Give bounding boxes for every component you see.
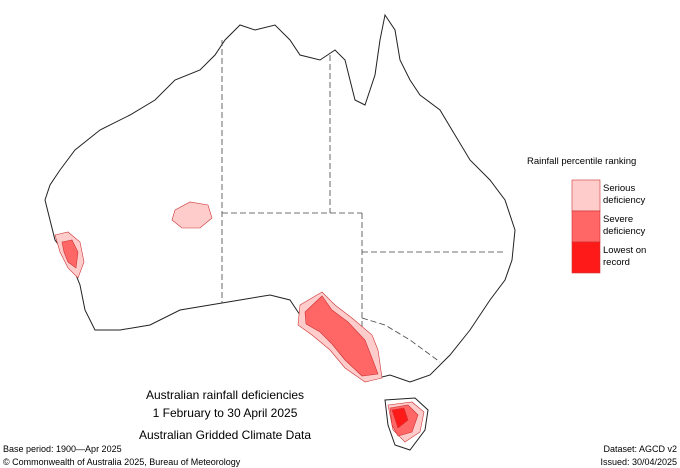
caption: Australian rainfall deficiencies <box>145 388 305 402</box>
legend-swatch <box>571 179 601 212</box>
copyright: © Commonwealth of Australia 2025, Bureau… <box>3 457 241 467</box>
deficiency-area <box>61 239 79 269</box>
legend-label: Lowest on record <box>603 245 647 268</box>
legend-label: Serious deficiency <box>603 183 646 206</box>
legend-label: Severe deficiency <box>603 214 646 237</box>
legend-swatch <box>571 241 601 274</box>
dataset: Dataset: AGCD v2 <box>603 444 677 454</box>
state-border <box>361 317 441 363</box>
deficiency-area <box>391 407 409 429</box>
mainland-outline <box>44 13 516 383</box>
issued: Issued: 30/04/2025 <box>600 457 677 467</box>
deficiency-area <box>304 295 379 377</box>
deficiency-area <box>171 201 213 229</box>
legend-title: Rainfall percentile ranking <box>527 156 637 167</box>
caption: Australian Gridded Climate Data <box>138 428 312 442</box>
tasmania-outline <box>384 397 429 451</box>
base-period: Base period: 1900—Apr 2025 <box>3 444 122 454</box>
caption: 1 February to 30 April 2025 <box>152 406 298 420</box>
legend-swatch <box>571 210 601 243</box>
